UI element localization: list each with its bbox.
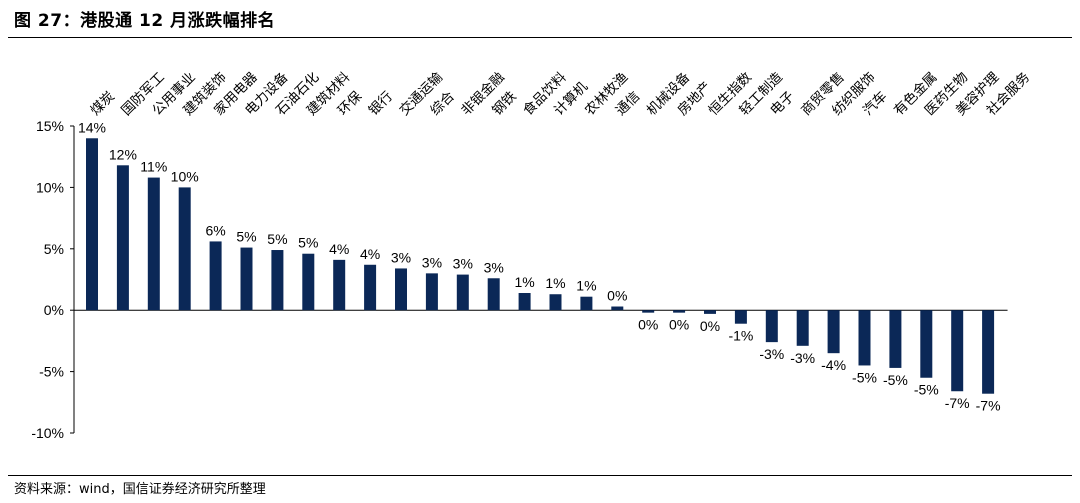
data-label: 0% xyxy=(607,288,627,304)
data-label: 4% xyxy=(329,241,349,257)
y-tick-label: 5% xyxy=(44,241,64,257)
bar xyxy=(858,310,871,366)
data-label: 3% xyxy=(484,259,504,275)
data-label: -5% xyxy=(914,382,939,398)
title-divider xyxy=(8,37,1072,38)
bar xyxy=(827,310,840,354)
bar xyxy=(734,310,747,324)
data-label: 5% xyxy=(267,231,287,247)
bar xyxy=(364,264,377,311)
y-tick-label: -5% xyxy=(39,364,64,380)
data-label: 1% xyxy=(545,275,565,291)
bar xyxy=(704,310,716,314)
data-label: -7% xyxy=(976,398,1001,414)
bar xyxy=(147,177,160,311)
bar xyxy=(487,278,500,311)
data-label: 14% xyxy=(78,119,106,135)
data-label: -3% xyxy=(790,350,815,366)
y-tick-label: 0% xyxy=(44,302,64,318)
data-label: 3% xyxy=(422,254,442,270)
data-label: -3% xyxy=(759,346,784,362)
bar xyxy=(395,268,407,311)
y-tick-label: 15% xyxy=(36,118,64,134)
data-label: 5% xyxy=(298,235,318,251)
y-tick-label: -10% xyxy=(31,425,64,441)
bar xyxy=(642,310,655,313)
bar xyxy=(116,165,129,311)
data-label: 10% xyxy=(171,168,199,184)
data-label: -4% xyxy=(821,357,846,373)
bar xyxy=(920,310,933,378)
bar xyxy=(86,138,98,311)
data-label: -5% xyxy=(852,369,877,385)
bar xyxy=(425,273,438,311)
data-label: 1% xyxy=(514,274,534,290)
category-label: 银行 xyxy=(366,88,396,118)
y-tick-label: 10% xyxy=(36,179,64,195)
bar xyxy=(333,259,346,311)
source-divider xyxy=(8,475,1072,476)
bar xyxy=(765,310,778,343)
bar xyxy=(889,310,902,368)
bar xyxy=(580,296,593,311)
data-label: 3% xyxy=(453,256,473,272)
data-label: 6% xyxy=(205,222,225,238)
bar xyxy=(951,310,964,392)
bar xyxy=(673,310,686,313)
data-label: -7% xyxy=(945,395,970,411)
data-label: 5% xyxy=(236,229,256,245)
bar xyxy=(796,310,809,346)
data-label: 0% xyxy=(638,317,658,333)
bar xyxy=(611,306,624,311)
bar xyxy=(178,187,191,311)
chart-title: 图 27：港股通 12 月涨跌幅排名 xyxy=(14,11,276,31)
data-label: 1% xyxy=(576,278,596,294)
bar xyxy=(982,310,995,394)
bar xyxy=(549,294,562,311)
data-label: -5% xyxy=(883,372,908,388)
bar xyxy=(456,274,469,311)
bar xyxy=(209,241,222,311)
data-label: 4% xyxy=(360,246,380,262)
data-label: 0% xyxy=(669,317,689,333)
data-label: 12% xyxy=(109,146,137,162)
category-label: 煤炭 xyxy=(88,88,118,118)
data-label: 0% xyxy=(700,318,720,334)
bar xyxy=(240,247,253,311)
data-label: -1% xyxy=(728,328,753,344)
bar xyxy=(271,250,284,311)
bar xyxy=(302,253,315,311)
bar xyxy=(518,293,531,311)
data-label: 3% xyxy=(391,249,411,265)
data-label: 11% xyxy=(140,159,167,175)
source-note: 资料来源：wind，国信证券经济研究所整理 xyxy=(14,482,266,497)
